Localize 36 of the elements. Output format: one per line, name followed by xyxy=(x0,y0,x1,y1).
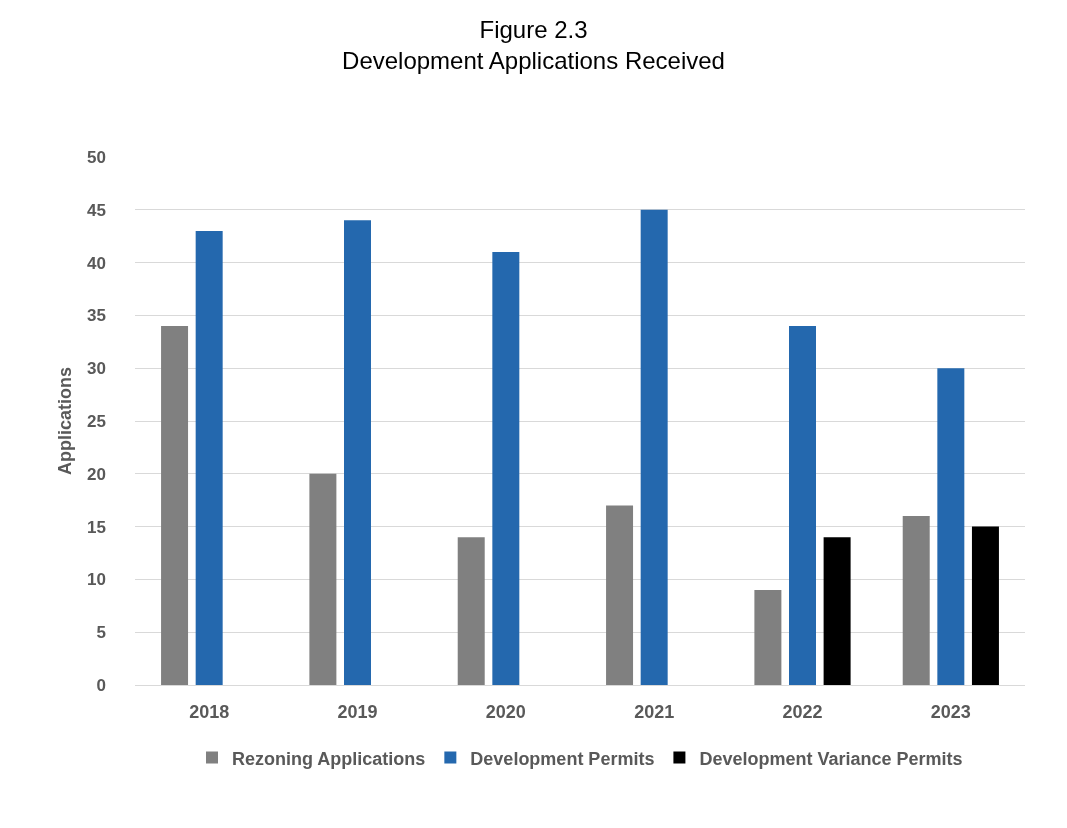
bar xyxy=(161,325,189,685)
y-tick-label: 45 xyxy=(87,200,106,220)
y-tick-label: 10 xyxy=(87,570,106,590)
x-tick-label: 2023 xyxy=(930,701,971,722)
y-tick-label: 30 xyxy=(87,359,106,379)
x-tick-label: 2018 xyxy=(189,701,230,722)
y-tick-label: 25 xyxy=(87,411,106,431)
legend-label: Rezoning Applications xyxy=(232,748,426,769)
x-tick-label: 2019 xyxy=(337,701,378,722)
y-tick-label: 35 xyxy=(87,306,106,326)
legend-label: Development Variance Permits xyxy=(699,748,963,769)
bar xyxy=(309,473,337,685)
bar xyxy=(457,537,485,685)
bar xyxy=(640,209,668,685)
x-tick-label: 2021 xyxy=(634,701,675,722)
y-tick-label: 50 xyxy=(87,147,106,167)
bar xyxy=(971,526,999,685)
y-tick-label: 5 xyxy=(96,623,106,643)
chart-title: Figure 2.3 Development Applications Received xyxy=(342,16,725,75)
bar xyxy=(823,537,851,685)
bar xyxy=(902,516,930,685)
bar xyxy=(754,589,782,685)
bar xyxy=(937,368,965,685)
x-tick-label: 2020 xyxy=(485,701,526,722)
bar xyxy=(606,505,634,685)
y-axis-title: Applications xyxy=(55,366,76,476)
y-tick-label: 15 xyxy=(87,517,106,537)
bar xyxy=(195,230,223,685)
x-tick-label: 2022 xyxy=(782,701,823,722)
bar xyxy=(492,252,520,685)
legend-label: Development Permits xyxy=(470,748,655,769)
y-tick-label: 0 xyxy=(96,675,106,695)
bar xyxy=(789,325,816,685)
bar xyxy=(344,220,371,685)
y-tick-label: 40 xyxy=(87,253,106,273)
y-tick-label: 20 xyxy=(87,464,106,484)
